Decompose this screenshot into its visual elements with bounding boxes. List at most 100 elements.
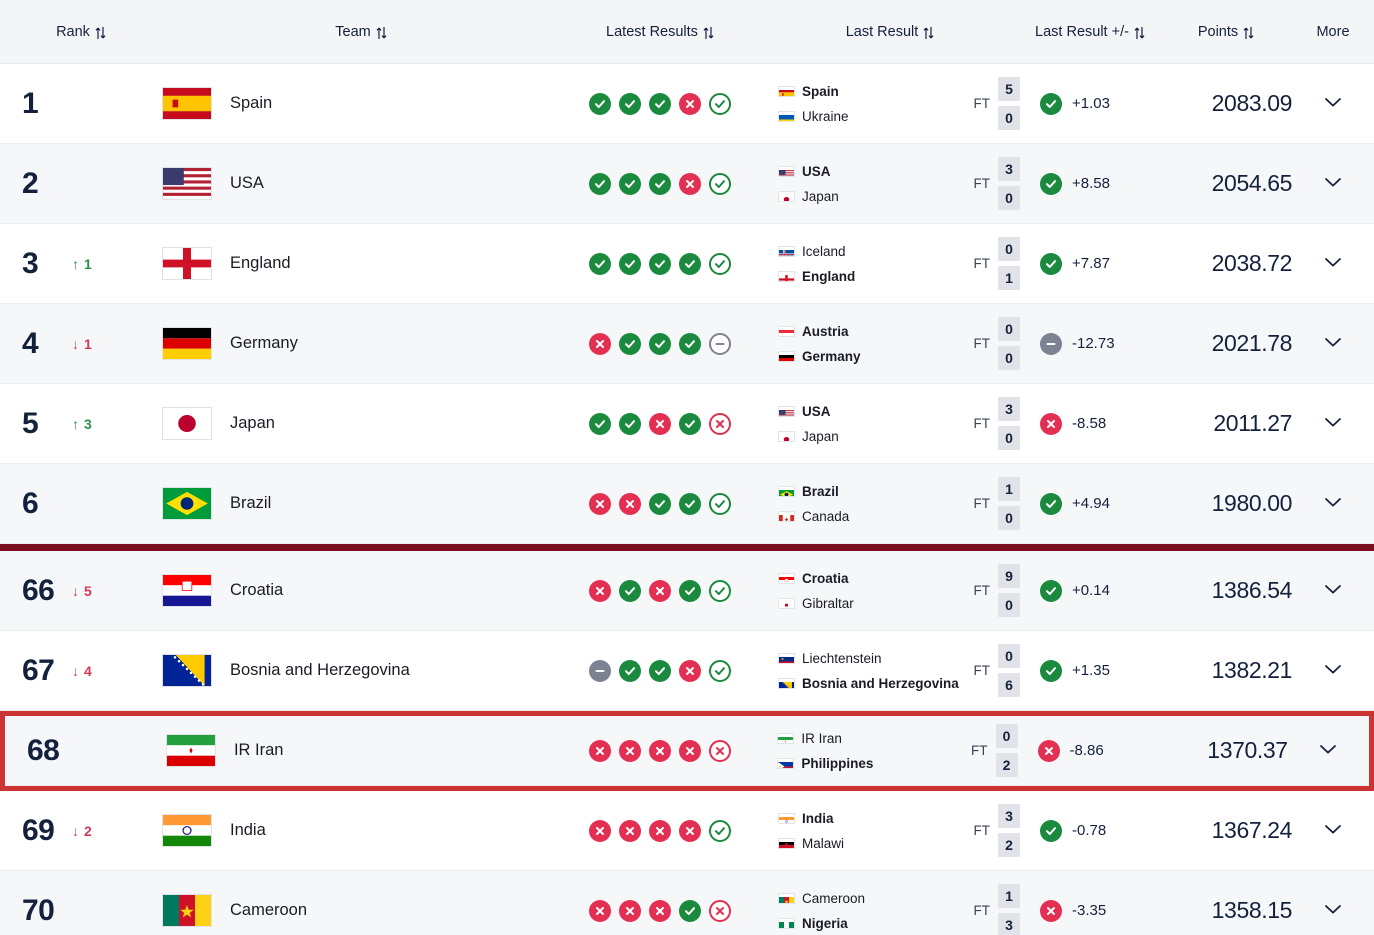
table-row[interactable]: 4 ↓ 1 Germany Austria Germany FT 0 0 -12.73 2021.7…	[0, 304, 1374, 384]
chevron-down-icon[interactable]	[1324, 175, 1342, 193]
team-cell[interactable]: Bosnia and Herzegovina	[162, 631, 560, 710]
chevron-down-icon[interactable]	[1324, 822, 1342, 840]
chevron-down-icon[interactable]	[1324, 335, 1342, 353]
match-status: FT	[973, 583, 991, 598]
column-header-plus[interactable]: Last Result +/-	[1020, 24, 1160, 40]
points-cell: 1980.00	[1160, 464, 1293, 543]
more-cell[interactable]	[1292, 871, 1374, 935]
team-cell[interactable]: Japan	[162, 384, 560, 463]
team-cell[interactable]: USA	[162, 144, 560, 223]
team-cell[interactable]: IR Iran	[165, 716, 561, 785]
chevron-down-icon[interactable]	[1319, 742, 1337, 760]
match-away-team: Canada	[778, 509, 970, 524]
sort-updown-icon[interactable]	[1134, 26, 1145, 40]
last-result-cell[interactable]: USA Japan FT 3 0	[760, 384, 1020, 463]
column-header-points[interactable]: Points	[1160, 24, 1292, 40]
column-header-latest[interactable]: Latest Results	[560, 24, 760, 40]
sort-updown-icon[interactable]	[95, 26, 106, 40]
flag-ukraine	[778, 110, 795, 122]
sort-updown-icon[interactable]	[703, 26, 714, 40]
team-cell[interactable]: Brazil	[162, 464, 560, 543]
last-result-cell[interactable]: Liechtenstein Bosnia and Herzegovina FT 0 6	[760, 631, 1020, 710]
table-row[interactable]: 68 IR Iran IR Iran Philippines FT 0 2 -8.86 1370…	[5, 716, 1369, 786]
more-cell[interactable]	[1292, 304, 1374, 383]
delta-loss-icon	[1037, 739, 1060, 762]
sort-updown-icon[interactable]	[1243, 26, 1254, 40]
rank-change-down: ↓ 5	[72, 583, 92, 599]
sort-updown-icon[interactable]	[376, 26, 387, 40]
more-cell[interactable]	[1292, 464, 1374, 543]
match-home-score: 3	[998, 157, 1020, 181]
match-away-team: Germany	[778, 349, 970, 364]
points-cell: 1386.54	[1160, 551, 1293, 630]
column-header-label: Last Result +/-	[1035, 23, 1129, 40]
result-loss-icon	[679, 819, 701, 842]
table-row[interactable]: 5 ↑ 3 Japan USA Japan FT 3 0 -8.58 2011.27	[0, 384, 1374, 464]
more-cell[interactable]	[1292, 64, 1374, 143]
table-row[interactable]: 6 Brazil Brazil Canada FT 1 0 +4.94 1980.00	[0, 464, 1374, 544]
team-cell[interactable]: Germany	[162, 304, 560, 383]
table-row[interactable]: 1 Spain Spain Ukraine FT 5 0 +1.03 2083.09	[0, 64, 1374, 144]
last-result-cell[interactable]: Spain Ukraine FT 5 0	[760, 64, 1020, 143]
more-cell[interactable]	[1292, 631, 1374, 710]
table-row[interactable]: 67 ↓ 4 Bosnia and Herzegovina Liechtenstein B…	[0, 631, 1374, 711]
sort-updown-icon[interactable]	[923, 26, 934, 40]
result-win-icon	[619, 92, 641, 115]
result-win-icon	[589, 252, 611, 275]
highlighted-row-wrapper: 68 IR Iran IR Iran Philippines FT 0 2 -8.86 1370…	[0, 711, 1374, 791]
chevron-down-icon[interactable]	[1324, 495, 1342, 513]
more-cell[interactable]	[1292, 791, 1374, 870]
column-header-last[interactable]: Last Result	[760, 24, 1020, 40]
column-header-label: Rank	[56, 23, 90, 40]
more-cell[interactable]	[1288, 716, 1369, 785]
last-result-cell[interactable]: Iceland England FT 0 1	[760, 224, 1020, 303]
last-result-cell[interactable]: IR Iran Philippines FT 0 2	[759, 716, 1018, 785]
chevron-down-icon[interactable]	[1324, 662, 1342, 680]
table-row[interactable]: 66 ↓ 5 Croatia Croatia Gibraltar FT 9 0 +0.14 1386…	[0, 551, 1374, 631]
match-home-score: 1	[998, 477, 1020, 501]
team-cell[interactable]: Croatia	[162, 551, 560, 630]
team-cell[interactable]: India	[162, 791, 560, 870]
last-result-cell[interactable]: USA Japan FT 3 0	[760, 144, 1020, 223]
last-result-cell[interactable]: Cameroon Nigeria FT 1 3	[760, 871, 1020, 935]
last-result-cell[interactable]: Croatia Gibraltar FT 9 0	[760, 551, 1020, 630]
rank-change-value: 5	[84, 582, 92, 599]
column-header-rank[interactable]: Rank	[0, 24, 162, 40]
last-result-delta-cell: +0.14	[1020, 551, 1160, 630]
chevron-down-icon[interactable]	[1324, 582, 1342, 600]
table-row[interactable]: 2 USA USA Japan FT 3 0 +8.58 2054.65	[0, 144, 1374, 224]
team-cell[interactable]: Cameroon	[162, 871, 560, 935]
table-row[interactable]: 69 ↓ 2 India India Malawi FT 3 2 -0.78 1367.24	[0, 791, 1374, 871]
match-home-team: Austria	[778, 324, 970, 339]
chevron-down-icon[interactable]	[1324, 902, 1342, 920]
table-row[interactable]: 70 Cameroon Cameroon Nigeria FT 1 3 -3.35 1358.1…	[0, 871, 1374, 935]
flag-bosnia	[162, 654, 212, 687]
team-cell[interactable]: England	[162, 224, 560, 303]
match-status: FT	[973, 256, 991, 271]
match-status: FT	[973, 176, 991, 191]
team-cell[interactable]: Spain	[162, 64, 560, 143]
rank-value: 68	[27, 733, 60, 767]
last-result-cell[interactable]: Brazil Canada FT 1 0	[760, 464, 1020, 543]
match-status: FT	[973, 663, 991, 678]
chevron-down-icon[interactable]	[1324, 95, 1342, 113]
arrow-down-icon: ↓	[72, 822, 79, 839]
points-value: 1980.00	[1211, 490, 1293, 516]
table-row[interactable]: 3 ↑ 1 England Iceland England FT 0 1 +7.87 2038.72	[0, 224, 1374, 304]
last-result-cell[interactable]: India Malawi FT 3 2	[760, 791, 1020, 870]
result-win-icon	[709, 819, 731, 842]
more-cell[interactable]	[1292, 551, 1374, 630]
column-header-team[interactable]: Team	[162, 24, 560, 40]
last-result-cell[interactable]: Austria Germany FT 0 0	[760, 304, 1020, 383]
team-name: IR Iran	[233, 741, 284, 759]
more-cell[interactable]	[1292, 384, 1374, 463]
rank-change-value: 1	[84, 335, 92, 352]
more-cell[interactable]	[1292, 144, 1374, 223]
result-loss-icon	[589, 579, 611, 602]
more-cell[interactable]	[1292, 224, 1374, 303]
match-away-team: England	[778, 269, 970, 284]
flag-iran	[165, 734, 216, 767]
chevron-down-icon[interactable]	[1324, 415, 1342, 433]
chevron-down-icon[interactable]	[1324, 255, 1342, 273]
result-win-icon	[679, 332, 701, 355]
